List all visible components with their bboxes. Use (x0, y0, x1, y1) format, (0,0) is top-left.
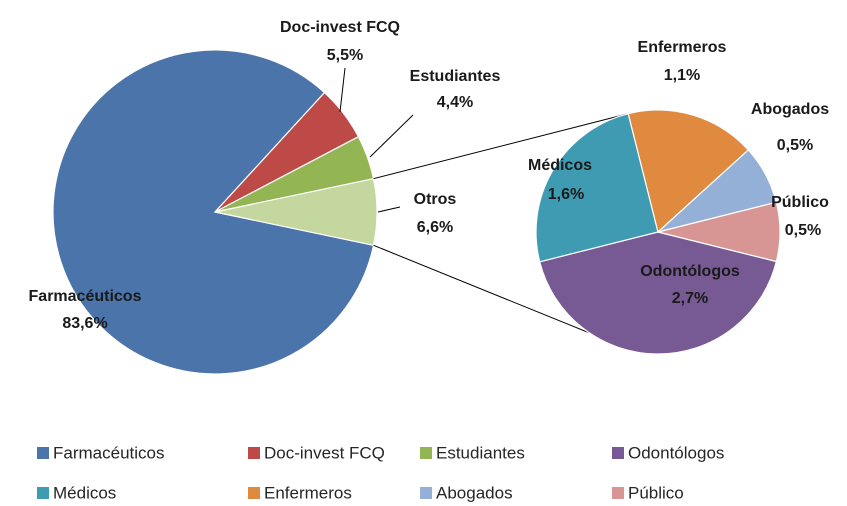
connector-line (373, 113, 627, 180)
legend-label: Farmacéuticos (53, 443, 164, 462)
data-label-value: 1,6% (548, 186, 584, 203)
data-label-name: Abogados (751, 101, 829, 118)
data-label-name: Doc-invest FCQ (280, 19, 400, 36)
pie-slice (535, 112, 659, 263)
pie-slice (52, 49, 375, 375)
data-label-name: Público (771, 194, 829, 211)
data-label-value: 0,5% (777, 137, 813, 154)
legend-label: Doc-invest FCQ (264, 443, 385, 462)
legend-swatch (248, 447, 260, 459)
legend-swatch (248, 487, 260, 499)
data-label-value: 2,7% (672, 290, 708, 307)
data-label-name: Otros (414, 191, 457, 208)
pie-slice (538, 231, 778, 355)
data-label-name: Odontólogos (640, 263, 740, 280)
legend-label: Abogados (436, 483, 513, 502)
pie-slice (627, 109, 750, 234)
data-label-value: 4,4% (437, 94, 473, 111)
data-label-value: 1,1% (664, 67, 700, 84)
data-label-value: 5,5% (327, 47, 363, 64)
data-label-value: 83,6% (62, 315, 107, 332)
data-label-name: Enfermeros (638, 39, 727, 56)
legend-swatch (420, 487, 432, 499)
legend-swatch (612, 447, 624, 459)
legend-swatch (37, 447, 49, 459)
legend-label: Médicos (53, 483, 116, 502)
pie-slice (214, 177, 378, 247)
data-label-value: 0,5% (785, 222, 821, 239)
legend-label: Público (628, 483, 684, 502)
legend-swatch (420, 447, 432, 459)
legend-label: Enfermeros (264, 483, 352, 502)
leader-line (377, 206, 401, 213)
legend-label: Odontólogos (628, 443, 724, 462)
pie-slice (657, 201, 781, 263)
data-label-name: Médicos (528, 157, 592, 174)
data-label-name: Farmacéuticos (29, 288, 142, 305)
leader-line (369, 114, 414, 158)
legend-label: Estudiantes (436, 443, 525, 462)
legend-swatch (37, 487, 49, 499)
legend-swatch (612, 487, 624, 499)
data-label-name: Estudiantes (410, 68, 501, 85)
data-label-value: 6,6% (417, 219, 453, 236)
leader-line (339, 67, 346, 113)
